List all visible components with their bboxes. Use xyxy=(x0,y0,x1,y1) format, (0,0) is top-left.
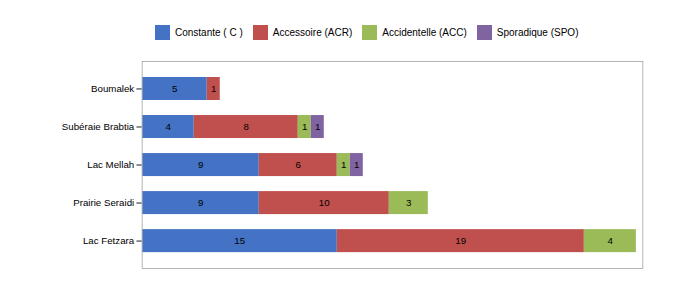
svg-text:10: 10 xyxy=(319,197,330,208)
svg-text:8: 8 xyxy=(244,121,249,132)
svg-text:4: 4 xyxy=(165,121,171,132)
svg-text:1: 1 xyxy=(341,159,346,170)
svg-text:1: 1 xyxy=(211,83,216,94)
svg-text:5: 5 xyxy=(172,83,177,94)
svg-text:Prairie Seraidi: Prairie Seraidi xyxy=(73,197,134,208)
svg-text:1: 1 xyxy=(302,121,307,132)
svg-text:4: 4 xyxy=(608,235,614,246)
svg-text:Subéraie Brabtia: Subéraie Brabtia xyxy=(62,121,135,132)
html-text:Accessoire (ACR): Accessoire (ACR) xyxy=(272,27,353,38)
svg-text:Lac Fetzara: Lac Fetzara xyxy=(83,235,135,246)
svg-text:3: 3 xyxy=(406,197,411,208)
svg-text:1: 1 xyxy=(315,121,320,132)
svg-text:Lac Mellah: Lac Mellah xyxy=(87,159,134,170)
svg-text:6: 6 xyxy=(296,159,301,170)
html-text:Constante ( C ): Constante ( C ) xyxy=(175,27,243,38)
svg-text:9: 9 xyxy=(198,159,203,170)
html-text:Sporadique (SPO): Sporadique (SPO) xyxy=(496,27,579,38)
svg-text:15: 15 xyxy=(234,235,245,246)
svg-text:19: 19 xyxy=(455,235,466,246)
svg-text:Boumalek: Boumalek xyxy=(91,83,134,94)
html-text:Accidentelle (ACC): Accidentelle (ACC) xyxy=(382,27,467,38)
svg-text:1: 1 xyxy=(354,159,359,170)
svg-text:9: 9 xyxy=(198,197,203,208)
